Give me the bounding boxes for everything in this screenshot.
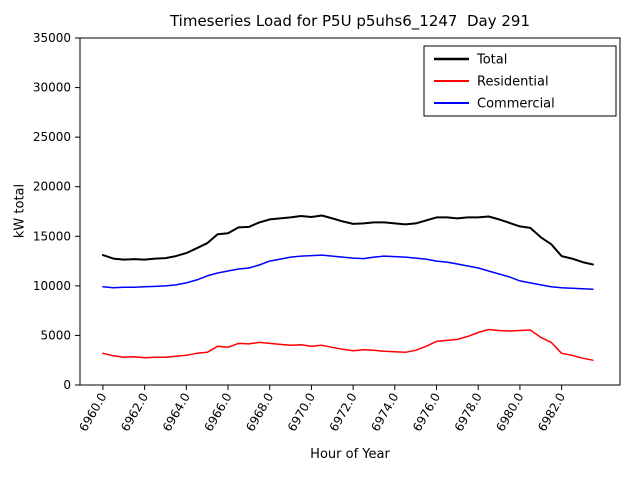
x-tick-label: 6964.0 (160, 391, 193, 434)
plot-border (79, 37, 621, 386)
x-tick-label: 6976.0 (410, 391, 443, 434)
y-tick-label: 10000 (33, 279, 71, 293)
y-tick-label: 35000 (33, 31, 71, 45)
x-tick-label: 6982.0 (535, 391, 568, 434)
y-tick-label: 30000 (33, 81, 71, 95)
x-tick-label: 6968.0 (243, 391, 276, 434)
x-tick-label: 6980.0 (493, 391, 526, 434)
y-tick-label: 20000 (33, 180, 71, 194)
x-tick-label: 6974.0 (368, 391, 401, 434)
series-line-total (101, 214, 594, 266)
y-tick-label: 15000 (33, 229, 71, 243)
x-tick-label: 6978.0 (452, 391, 485, 434)
x-tick-label: 6970.0 (285, 391, 318, 434)
x-tick-label: 6966.0 (202, 391, 235, 434)
legend-label-total: Total (476, 53, 507, 68)
series-line-commercial (102, 254, 594, 291)
x-tick-label: 6960.0 (76, 391, 109, 434)
x-tick-label: 6972.0 (327, 391, 360, 434)
y-axis-label: kW total (12, 183, 28, 239)
y-tick-label: 5000 (40, 328, 71, 342)
x-axis-label: Hour of Year (310, 447, 390, 462)
y-tick-label: 25000 (33, 130, 71, 144)
x-tick-label: 6962.0 (118, 391, 151, 434)
y-tick-label: 0 (63, 378, 71, 392)
series-line-residential (102, 328, 594, 361)
legend-label-commercial: Commercial (477, 97, 555, 112)
chart-title: Timeseries Load for P5U p5uhs6_1247 Day … (169, 12, 531, 30)
legend-label-residential: Residential (477, 75, 549, 90)
